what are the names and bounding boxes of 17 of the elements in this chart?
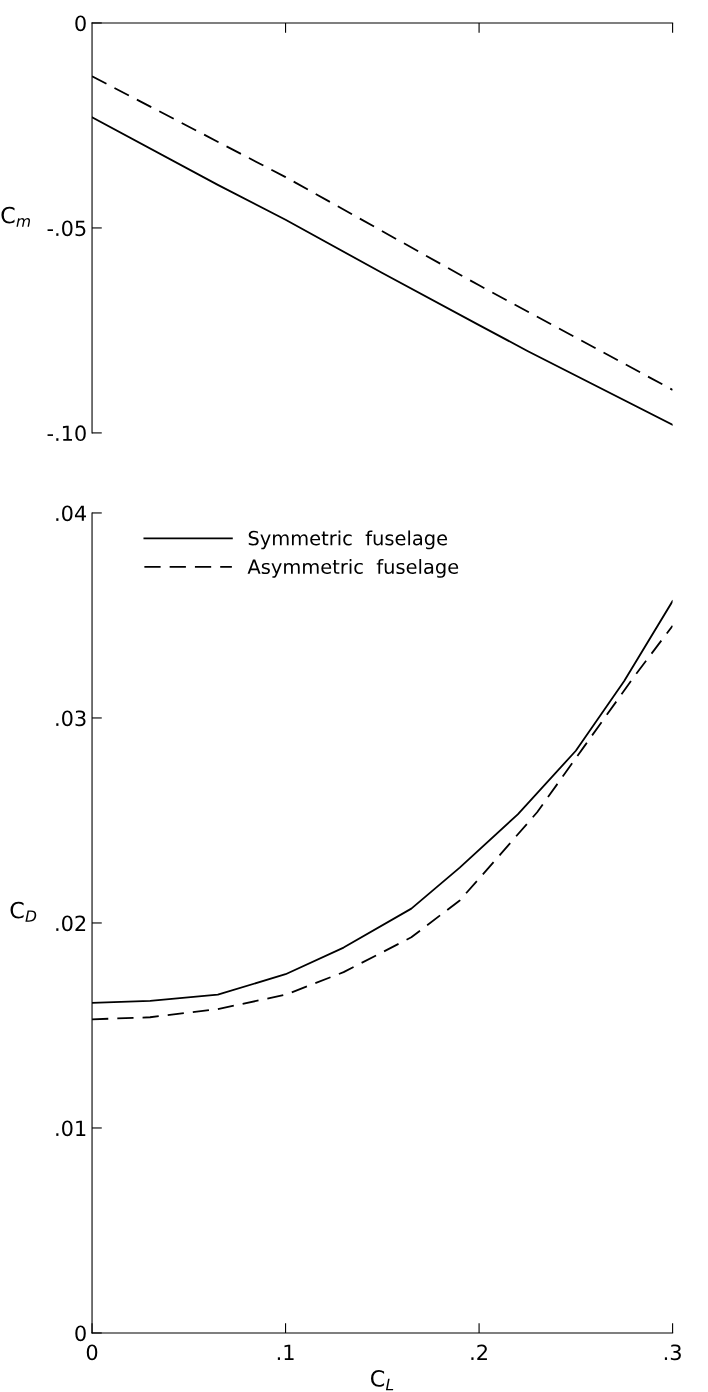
- y-tick-label: -.05: [47, 220, 86, 237]
- y-tick-label: .03: [56, 710, 86, 727]
- x-tick-label: 0: [86, 1344, 98, 1361]
- y-axis-title: C$_{m}$: [1, 206, 31, 227]
- y-axis-title: C$_{D}$: [10, 901, 37, 922]
- y-tick-label: .02: [56, 915, 86, 932]
- y-tick-label: .01: [56, 1120, 86, 1137]
- legend-label: Symmetric fuselage: [248, 530, 448, 550]
- y-tick-label: .04: [56, 505, 87, 522]
- y-tick-label: 0: [75, 15, 86, 32]
- legend-label: Asymmetric fuselage: [247, 558, 459, 578]
- y-tick-label: -.10: [47, 425, 86, 442]
- x-tick-label: .3: [664, 1344, 681, 1361]
- x-axis-title: C$_{L}$: [371, 1370, 394, 1391]
- y-tick-label: 0: [75, 1325, 86, 1342]
- x-tick-label: .2: [471, 1344, 487, 1360]
- x-tick-label: .1: [277, 1344, 294, 1360]
